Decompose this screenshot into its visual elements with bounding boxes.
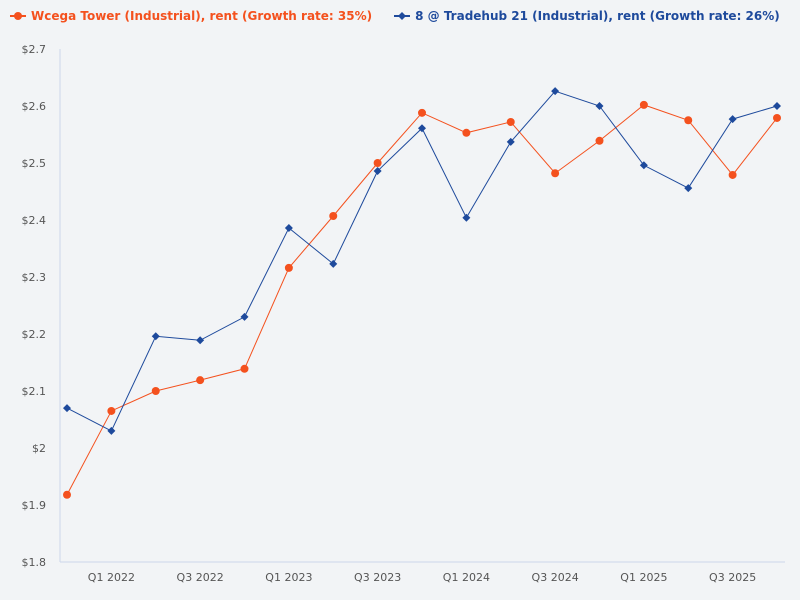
legend-label: Wcega Tower (Industrial), rent (Growth r… [31, 9, 373, 23]
data-point[interactable] [240, 364, 249, 373]
data-point[interactable] [728, 170, 737, 179]
data-point[interactable] [284, 263, 293, 272]
circle-marker-icon [10, 12, 26, 20]
diamond-marker-icon [394, 12, 411, 20]
legend-item-wcega[interactable]: Wcega Tower (Industrial), rent (Growth r… [10, 9, 372, 23]
y-tick-label: $1.8 [22, 556, 47, 569]
data-point[interactable] [418, 124, 426, 133]
legend: Wcega Tower (Industrial), rent (Growth r… [10, 9, 780, 23]
data-point[interactable] [773, 102, 781, 110]
data-point[interactable] [728, 115, 737, 124]
x-tick-label: Q1 2023 [265, 571, 312, 584]
data-point[interactable] [373, 159, 382, 167]
data-point[interactable] [506, 137, 515, 146]
data-point[interactable] [107, 426, 116, 435]
data-point[interactable] [506, 117, 515, 126]
data-point[interactable] [151, 387, 160, 395]
data-point[interactable] [684, 184, 693, 193]
x-tick-label: Q3 2023 [354, 571, 401, 584]
data-point[interactable] [595, 136, 604, 145]
legend-label: 8 @ Tradehub 21 (Industrial), rent (Grow… [415, 9, 780, 23]
data-point[interactable] [196, 336, 205, 345]
y-tick-label: $2.7 [22, 43, 47, 56]
data-point[interactable] [196, 376, 205, 385]
y-tick-label: $2.5 [22, 157, 47, 170]
x-tick-label: Q3 2022 [177, 571, 224, 584]
data-point[interactable] [107, 406, 116, 415]
legend-item-tradehub[interactable]: 8 @ Tradehub 21 (Industrial), rent (Grow… [394, 9, 780, 23]
data-point[interactable] [551, 169, 560, 178]
y-tick-label: $1.9 [22, 499, 47, 512]
data-point[interactable] [595, 102, 604, 110]
data-point[interactable] [462, 128, 471, 137]
data-point[interactable] [639, 161, 648, 170]
series-line [66, 104, 778, 495]
y-tick-label: $2.6 [22, 100, 47, 113]
y-tick-label: $2.4 [22, 214, 47, 227]
series-line [66, 90, 778, 432]
data-point[interactable] [240, 312, 249, 321]
series-1 [63, 87, 781, 435]
data-point[interactable] [462, 213, 471, 222]
data-point[interactable] [551, 87, 560, 96]
y-tick-label: $2.1 [22, 385, 47, 398]
x-tick-label: Q1 2025 [620, 571, 667, 584]
data-point[interactable] [373, 166, 382, 175]
data-point[interactable] [329, 212, 338, 221]
x-tick-label: Q3 2025 [709, 571, 756, 584]
y-tick-label: $2.3 [22, 271, 47, 284]
y-tick-label: $2 [32, 442, 46, 455]
data-point[interactable] [63, 490, 71, 499]
data-point[interactable] [284, 223, 293, 232]
data-point[interactable] [151, 332, 160, 341]
x-tick-label: Q1 2022 [88, 571, 135, 584]
x-tick-label: Q3 2024 [532, 571, 579, 584]
data-point[interactable] [418, 108, 426, 117]
data-point[interactable] [329, 259, 338, 268]
data-point[interactable] [684, 116, 693, 125]
y-tick-label: $2.2 [22, 328, 47, 341]
x-tick-label: Q1 2024 [443, 571, 490, 584]
series-0 [63, 100, 781, 499]
data-point[interactable] [639, 100, 648, 109]
data-point[interactable] [63, 404, 71, 413]
data-point[interactable] [773, 113, 781, 122]
